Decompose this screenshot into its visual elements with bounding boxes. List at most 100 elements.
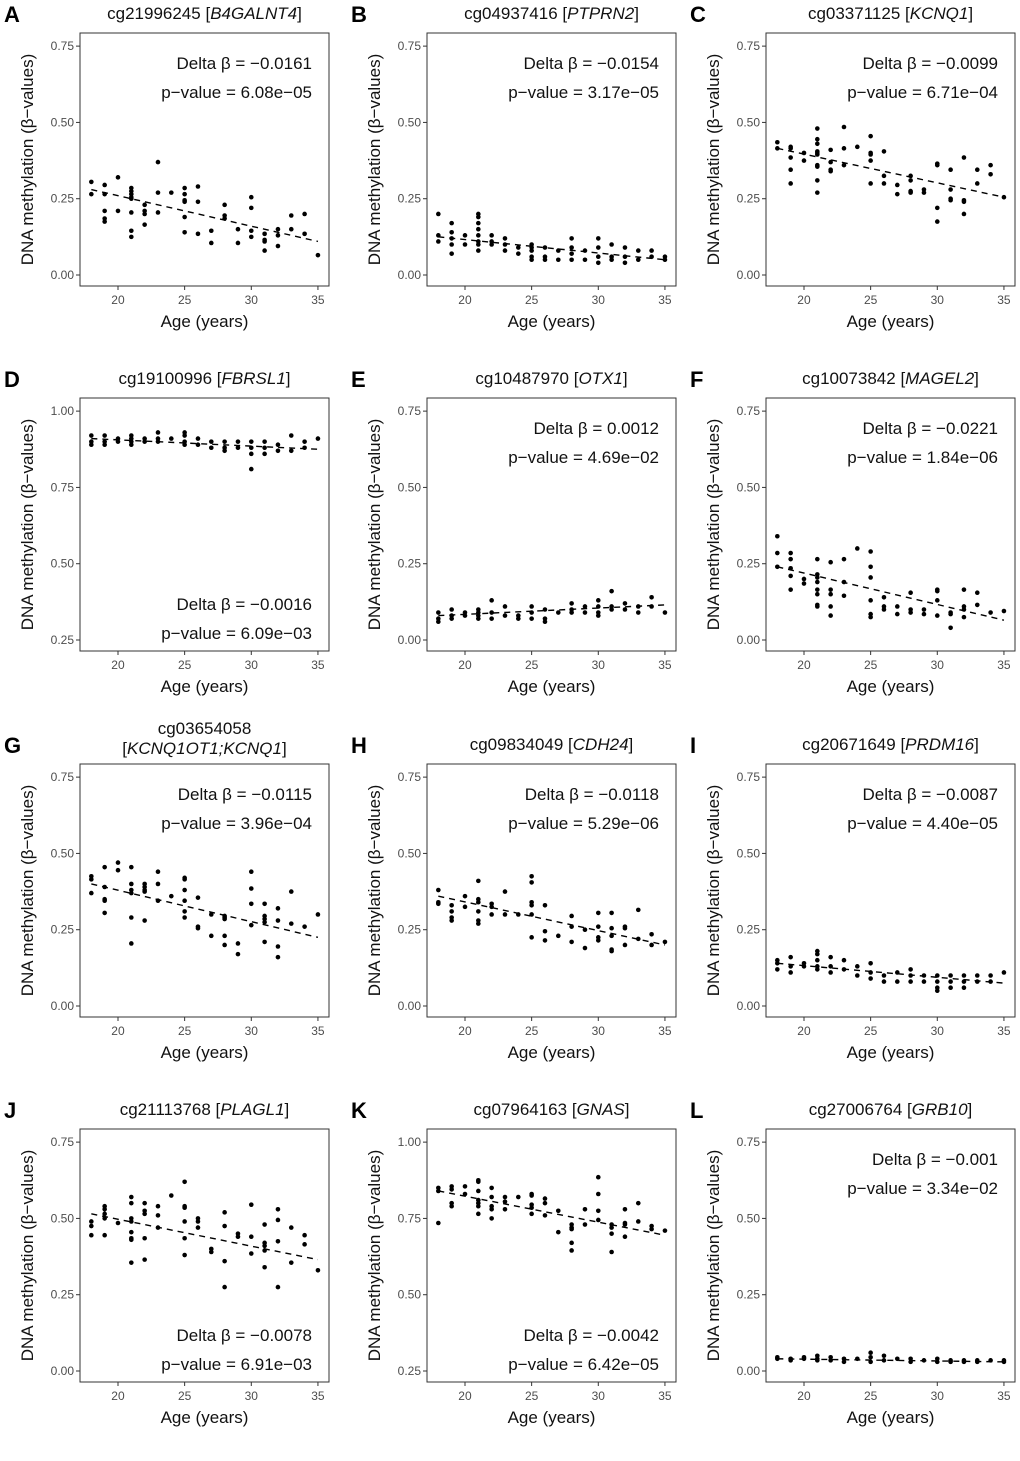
data-point: [595, 260, 601, 266]
x-tick-label: 20: [797, 293, 811, 307]
data-point: [235, 941, 241, 946]
x-tick-label: 35: [311, 1024, 325, 1038]
x-axis-label: Age (years): [161, 312, 249, 331]
data-point: [569, 251, 574, 256]
data-point: [934, 598, 940, 603]
points: [775, 533, 1007, 631]
data-point: [89, 1232, 94, 1238]
data-point: [476, 899, 481, 905]
data-point: [635, 907, 641, 913]
y-tick-label: 0.75: [51, 480, 75, 494]
data-point: [988, 172, 993, 177]
data-point: [155, 430, 161, 435]
y-tick-label: 0.00: [737, 633, 761, 647]
data-point: [502, 242, 508, 247]
y-tick-label: 0.00: [51, 1364, 75, 1378]
data-point: [502, 248, 508, 253]
data-point: [948, 985, 953, 991]
x-tick-label: 25: [525, 1024, 539, 1038]
points: [436, 211, 668, 266]
x-tick-label: 30: [245, 293, 259, 307]
data-point: [934, 588, 940, 594]
data-point: [622, 925, 628, 931]
data-point: [609, 925, 614, 931]
y-tick-label: 0.25: [737, 923, 761, 937]
data-point: [934, 988, 940, 994]
data-point: [828, 964, 833, 969]
data-point: [248, 466, 254, 472]
data-point: [775, 960, 780, 966]
delta-beta-annotation: Delta β = −0.0161: [177, 54, 313, 73]
data-point: [129, 210, 134, 215]
y-tick-label: 0.25: [51, 633, 75, 647]
data-point: [881, 594, 887, 600]
data-point: [102, 910, 107, 916]
data-point: [815, 587, 820, 592]
y-axis-label: DNA methylation (β−values): [704, 785, 723, 997]
data-point: [542, 607, 548, 612]
panel-title: cg19100996 [FBRSL1]: [118, 369, 291, 388]
data-point: [102, 1211, 107, 1217]
data-point: [502, 1194, 508, 1200]
data-point: [222, 202, 227, 208]
data-point: [868, 152, 873, 157]
scatter-plot: 0.00 0.25 0.50 0.75 20 25 30 35 Age (years) DNA m…: [18, 763, 330, 1062]
data-point: [961, 985, 967, 991]
data-point: [828, 954, 833, 960]
data-point: [476, 1203, 481, 1209]
probe-id: cg04937416: [464, 4, 558, 23]
y-tick-label: 0.25: [737, 557, 761, 571]
points: [89, 860, 321, 960]
y-tick-label: 0.75: [398, 404, 422, 418]
x-tick-label: 35: [658, 658, 672, 672]
data-point: [436, 211, 441, 217]
panel-letter: F: [690, 367, 704, 392]
data-point: [649, 942, 654, 948]
data-point: [248, 205, 254, 211]
x-tick-label: 20: [458, 658, 472, 672]
data-point: [635, 936, 641, 942]
y-tick-label: 0.50: [398, 1288, 422, 1302]
x-tick-label: 25: [864, 293, 878, 307]
data-point: [155, 881, 161, 887]
data-point: [649, 594, 654, 600]
y-axis-label: DNA methylation (β−values): [18, 54, 37, 266]
data-point: [222, 1223, 227, 1229]
points: [436, 588, 668, 625]
panel-letter: I: [690, 733, 697, 758]
trend-line: [91, 1213, 319, 1261]
data-point: [569, 939, 574, 945]
data-point: [775, 550, 780, 556]
y-tick-label: 0.00: [51, 268, 75, 282]
data-point: [302, 439, 307, 444]
y-tick-label: 0.50: [51, 846, 75, 860]
data-point: [788, 573, 793, 579]
x-tick-label: 30: [931, 1024, 945, 1038]
data-point: [182, 191, 187, 197]
data-point: [529, 874, 534, 879]
x-tick-label: 20: [797, 1024, 811, 1038]
data-point: [315, 436, 321, 441]
data-point: [288, 433, 294, 438]
p-value-annotation: p−value = 3.17e−05: [508, 83, 659, 102]
data-point: [609, 607, 614, 612]
data-point: [569, 245, 574, 250]
data-point: [436, 239, 441, 244]
data-point: [934, 219, 940, 224]
data-point: [948, 1359, 953, 1365]
y-tick-label: 0.00: [398, 999, 422, 1013]
data-point: [302, 231, 307, 237]
data-point: [195, 436, 201, 441]
data-point: [129, 1260, 134, 1265]
data-point: [129, 196, 134, 202]
data-point: [235, 226, 241, 232]
data-point: [815, 957, 820, 963]
data-point: [142, 1235, 147, 1241]
data-point: [436, 1220, 441, 1226]
data-point: [129, 890, 134, 896]
y-tick-label: 0.75: [737, 39, 761, 53]
data-point: [502, 889, 508, 894]
data-point: [476, 616, 481, 621]
